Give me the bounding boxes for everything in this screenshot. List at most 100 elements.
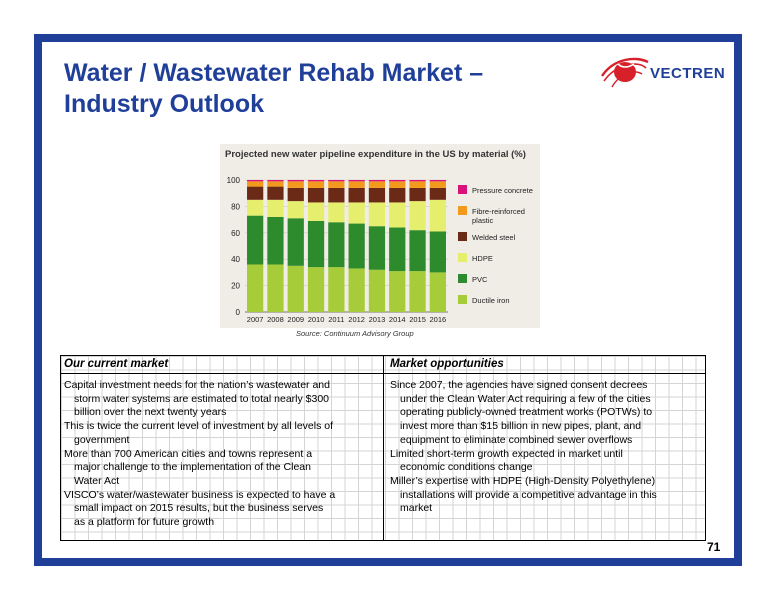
bar-segment xyxy=(267,199,284,217)
legend-swatch xyxy=(458,253,467,262)
bar-segment xyxy=(267,180,284,182)
bar-segment xyxy=(348,268,365,312)
bar-segment xyxy=(429,181,446,188)
slide-title: Water / Wastewater Rehab Market – Indust… xyxy=(64,58,564,120)
bar-segment xyxy=(368,226,386,270)
y-tick-label: 20 xyxy=(231,282,240,291)
legend-swatch xyxy=(458,274,467,283)
current-market-bullet-line: storm water systems are estimated to tot… xyxy=(74,392,330,405)
bar-segment xyxy=(328,181,345,188)
bar-segment xyxy=(409,230,426,272)
bar-segment xyxy=(267,264,284,312)
table-header-divider xyxy=(60,373,706,374)
slide-title-line1: Water / Wastewater Rehab Market – xyxy=(64,59,484,87)
bar-segment xyxy=(368,180,386,182)
current-market-heading: Our current market xyxy=(64,358,169,370)
x-tick-label: 2010 xyxy=(308,315,325,324)
bar-segment xyxy=(247,186,264,200)
bar-segment xyxy=(368,187,386,203)
chart-title: Projected new water pipeline expenditure… xyxy=(225,149,526,160)
current-market-bullet-line: billion over the next twenty years xyxy=(74,406,227,419)
bar-segment xyxy=(368,202,386,227)
bar-segment xyxy=(328,267,345,312)
legend-label: HDPE xyxy=(472,254,493,263)
legend-label: Welded steel xyxy=(472,233,516,242)
y-tick-label: 40 xyxy=(231,255,240,264)
current-market-bullet-line: Capital investment needs for the nation’… xyxy=(64,379,330,391)
pipeline-expenditure-chart: 0 20 40 60 80 100 2007 2008 2009 2010 2011 2012 2013… xyxy=(227,176,533,324)
bar-segment xyxy=(389,187,406,203)
x-tick-label: 2014 xyxy=(389,315,406,324)
bar-segment xyxy=(247,181,264,187)
opportunity-bullet-line: operating publicly-owned treatment works… xyxy=(400,406,653,419)
bar-segment xyxy=(307,202,325,221)
bar-segment xyxy=(409,201,426,231)
current-market-bullet-line: VISCO’s water/wastewater business is exp… xyxy=(64,488,336,501)
opportunity-bullet-line: installations will provide a competitive… xyxy=(400,488,657,501)
legend-label: Ductile iron xyxy=(472,296,510,305)
bar-segment xyxy=(328,180,345,182)
y-tick-label: 100 xyxy=(227,176,241,185)
x-tick-label: 2011 xyxy=(328,315,344,324)
bar-segment xyxy=(267,181,284,187)
slide-title-line2: Industry Outlook xyxy=(64,90,264,118)
bar-segment xyxy=(247,215,264,265)
bar-segment xyxy=(287,201,304,219)
opportunity-bullet-line: Miller’s expertise with HDPE (High-Densi… xyxy=(390,474,656,487)
bar-segment xyxy=(409,181,426,188)
x-tick-label: 2016 xyxy=(430,315,447,324)
bar-segment xyxy=(409,180,426,182)
market-opportunities-heading: Market opportunities xyxy=(390,358,504,370)
bar-segment xyxy=(328,222,345,268)
legend-label: Pressure concrete xyxy=(472,186,533,195)
opportunity-bullet-line: invest more than $15 billion in new pipe… xyxy=(400,420,642,433)
bar-segment xyxy=(389,202,406,228)
current-market-bullet-line: Water Act xyxy=(74,474,120,487)
opportunity-bullet-line: equipment to eliminate combined sewer ov… xyxy=(400,433,633,446)
bar-segment xyxy=(429,187,446,200)
current-market-bullet-line: small impact on 2015 results, but the bu… xyxy=(74,502,324,515)
opportunity-bullet-line: Since 2007, the agencies have signed con… xyxy=(390,379,648,391)
bar-segment xyxy=(348,223,365,269)
page-number: 71 xyxy=(707,540,721,554)
bar-segment xyxy=(389,181,406,188)
bar-segment xyxy=(307,180,325,182)
bar-segment xyxy=(368,269,386,312)
legend-swatch xyxy=(458,185,467,194)
bar-segment xyxy=(409,187,426,202)
opportunity-bullet-line: Limited short-term growth expected in ma… xyxy=(390,447,623,460)
bar-segment xyxy=(368,181,386,188)
chart-source: Source: Continuum Advisory Group xyxy=(296,329,414,338)
legend-label: plastic xyxy=(472,216,494,225)
bar-segment xyxy=(247,199,264,216)
bar-segment xyxy=(429,199,446,232)
vectren-swoosh-icon xyxy=(601,57,649,88)
vectren-logo xyxy=(601,57,649,88)
table-column-divider xyxy=(383,355,384,541)
bar-segment xyxy=(287,187,304,202)
current-market-bullet-line: as a platform for future growth xyxy=(74,516,215,528)
bar-segment xyxy=(389,227,406,272)
x-tick-label: 2009 xyxy=(287,315,304,324)
bar-segment xyxy=(348,180,365,182)
y-tick-label: 0 xyxy=(236,308,241,317)
x-tick-label: 2008 xyxy=(267,315,284,324)
bar-segment xyxy=(348,187,365,203)
opportunity-bullet-line: market xyxy=(400,502,433,515)
bar-segment xyxy=(409,271,426,312)
x-tick-label: 2013 xyxy=(369,315,386,324)
bar-segment xyxy=(307,187,325,203)
opportunity-bullet-line: under the Clean Water Act requiring a fe… xyxy=(400,392,651,405)
bar-segment xyxy=(267,186,284,200)
x-tick-label: 2015 xyxy=(409,315,426,324)
bar-segment xyxy=(348,181,365,188)
bar-segment xyxy=(307,267,325,312)
bar-segment xyxy=(267,216,284,265)
bar-segment xyxy=(287,218,304,266)
x-tick-label: 2012 xyxy=(348,315,365,324)
y-tick-label: 60 xyxy=(231,229,240,238)
bar-segment xyxy=(389,271,406,312)
bar-segment xyxy=(247,180,264,182)
y-tick-label: 80 xyxy=(231,202,240,211)
current-market-bullet-line: This is twice the current level of inves… xyxy=(64,420,334,433)
